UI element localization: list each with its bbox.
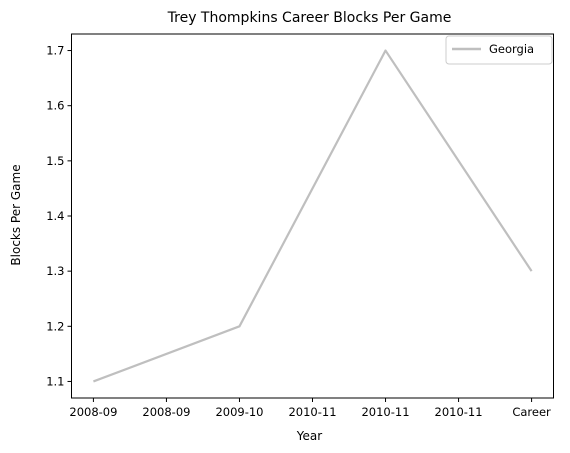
- y-axis-title: Blocks Per Game: [9, 164, 23, 265]
- y-tick-label: 1.5: [46, 154, 64, 168]
- legend-box: [445, 35, 553, 65]
- plot-frame: [71, 33, 554, 399]
- y-tick-label: 1.7: [46, 44, 64, 58]
- x-tick-label: Career: [512, 405, 551, 419]
- x-tick-label: 2010-11: [288, 405, 336, 419]
- x-axis: 2008-09 2008-09 2009-10 2010-11 2010-11 2010-…: [69, 398, 551, 419]
- y-tick-label: 1.6: [46, 99, 64, 113]
- y-tick-label: 1.4: [46, 209, 64, 223]
- y-tick-label: 1.2: [46, 319, 64, 333]
- series-group: [93, 49, 533, 383]
- x-tick-label: 2009-10: [215, 405, 263, 419]
- x-tick-label: 2008-09: [69, 405, 117, 419]
- legend: Georgia: [445, 35, 553, 65]
- chart-title: Trey Thompkins Career Blocks Per Game: [167, 10, 452, 26]
- y-tick-label: 1.1: [46, 374, 64, 388]
- legend-label: Georgia: [489, 42, 534, 56]
- y-tick-label: 1.3: [46, 264, 64, 278]
- x-tick-label: 2010-11: [435, 405, 483, 419]
- x-tick-label: 2008-09: [142, 405, 190, 419]
- y-axis: 1.1 1.2 1.3 1.4 1.5 1.6 1.7: [46, 44, 72, 388]
- x-tick-label: 2010-11: [361, 405, 409, 419]
- series-line-georgia: [93, 49, 533, 383]
- x-axis-title: Year: [296, 429, 322, 443]
